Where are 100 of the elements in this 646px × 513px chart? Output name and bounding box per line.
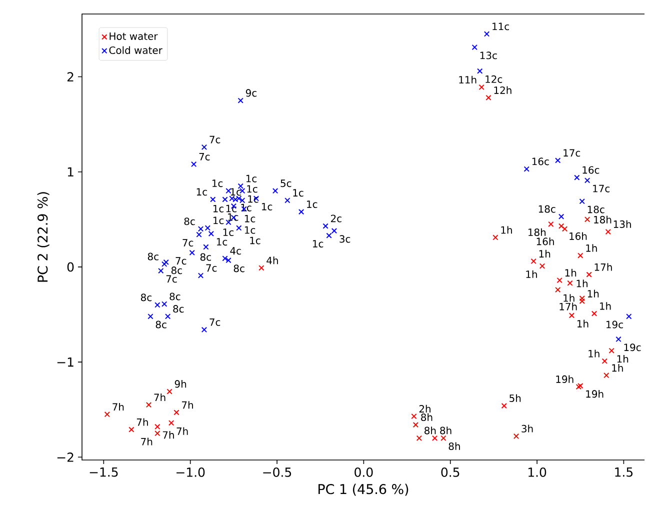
annotation: 17h	[594, 263, 612, 271]
point	[208, 230, 214, 236]
point	[626, 314, 632, 320]
point	[555, 158, 561, 164]
annotation: 1h	[600, 302, 611, 310]
point	[584, 216, 590, 222]
annotation: 1c	[244, 214, 256, 222]
point	[331, 228, 338, 234]
annotation: 3c	[340, 235, 350, 243]
annotation: 1c	[293, 189, 304, 197]
annotation: 17h	[560, 302, 577, 310]
annotation: 1h	[586, 244, 597, 252]
point	[578, 252, 584, 258]
point	[574, 174, 580, 180]
legend-label: Cold water	[109, 46, 162, 54]
point	[568, 312, 575, 318]
annotation: 16c	[532, 158, 549, 166]
annotation: 1c	[213, 216, 224, 224]
annotation: 17c	[564, 149, 580, 157]
point	[558, 223, 564, 229]
annotation: 1h	[576, 280, 588, 288]
annotation: 17c	[593, 184, 610, 192]
point	[210, 196, 216, 202]
annotation: 1c	[262, 202, 272, 210]
point	[484, 31, 490, 37]
point	[616, 336, 622, 342]
point	[196, 232, 202, 238]
point	[201, 144, 208, 150]
annotation: 8h	[440, 426, 452, 434]
y-axis-title: PC 2 (22.9 %)	[37, 192, 50, 282]
point	[548, 221, 554, 227]
annotation: 8c	[173, 305, 184, 313]
point	[272, 188, 278, 194]
point	[478, 84, 484, 90]
annotation: 16h	[570, 232, 587, 240]
annotation: 9h	[174, 380, 186, 388]
annotation: 11c	[492, 22, 509, 30]
annotation: 12h	[494, 86, 512, 94]
annotation: 1h	[588, 290, 599, 298]
annotation: 7h	[141, 438, 152, 446]
point	[412, 422, 419, 428]
annotation: 19h	[556, 375, 574, 383]
point	[556, 277, 562, 284]
annotation: 1c	[313, 240, 324, 248]
x-tick-label: 0.5	[441, 468, 460, 477]
point	[104, 412, 110, 418]
annotation: 1c	[213, 204, 224, 212]
point	[236, 225, 242, 231]
y-tick-label: 2	[67, 72, 74, 82]
annotation: 1h	[617, 354, 628, 363]
point	[567, 280, 573, 286]
annotation: 12c	[486, 75, 502, 83]
point	[604, 372, 610, 378]
point	[539, 263, 546, 269]
point	[164, 314, 171, 320]
point	[222, 256, 228, 262]
annotation: 8h	[424, 426, 436, 434]
point	[513, 433, 520, 440]
annotation: 8c	[140, 294, 152, 302]
x-tick-label: 0.0	[354, 468, 373, 477]
point	[174, 410, 180, 416]
annotation: 19c	[624, 344, 641, 352]
annotation: 1c	[216, 238, 228, 246]
point	[586, 272, 592, 278]
annotation: 1c	[223, 228, 234, 236]
annotation: 8c	[148, 252, 158, 260]
y-tick-label: −2	[57, 452, 74, 462]
point	[162, 261, 168, 267]
annotation: 18c	[538, 205, 556, 213]
annotation: 8c	[156, 320, 166, 328]
annotation: 7c	[182, 239, 194, 247]
point	[189, 250, 195, 256]
x-tick-label: 1.0	[528, 468, 546, 477]
point	[432, 435, 438, 441]
annotation: 7c	[176, 257, 186, 265]
annotation: 2c	[330, 214, 342, 222]
annotation: 1c	[246, 174, 257, 182]
annotation: 13h	[614, 220, 631, 228]
annotation: 8c	[171, 266, 182, 274]
annotation: 7c	[166, 275, 177, 283]
point	[166, 388, 172, 394]
annotation: 8c	[184, 218, 195, 226]
point	[238, 98, 244, 104]
legend-label: Hot water	[110, 32, 158, 40]
y-tick-label: 0	[67, 262, 74, 272]
annotation: 1h	[539, 250, 550, 258]
point	[472, 44, 478, 50]
annotation: 9c	[246, 89, 257, 97]
point	[416, 435, 422, 441]
point	[579, 198, 585, 204]
annotation: 4c	[230, 247, 241, 255]
point	[158, 268, 164, 274]
point	[154, 430, 160, 436]
x-tick-label: −1.5	[90, 468, 118, 477]
annotation: 1c	[226, 204, 236, 212]
annotation: 18h	[594, 216, 612, 224]
annotation: 7h	[112, 402, 124, 411]
point	[558, 214, 564, 220]
point	[298, 208, 304, 215]
annotation: 7c	[210, 136, 220, 144]
